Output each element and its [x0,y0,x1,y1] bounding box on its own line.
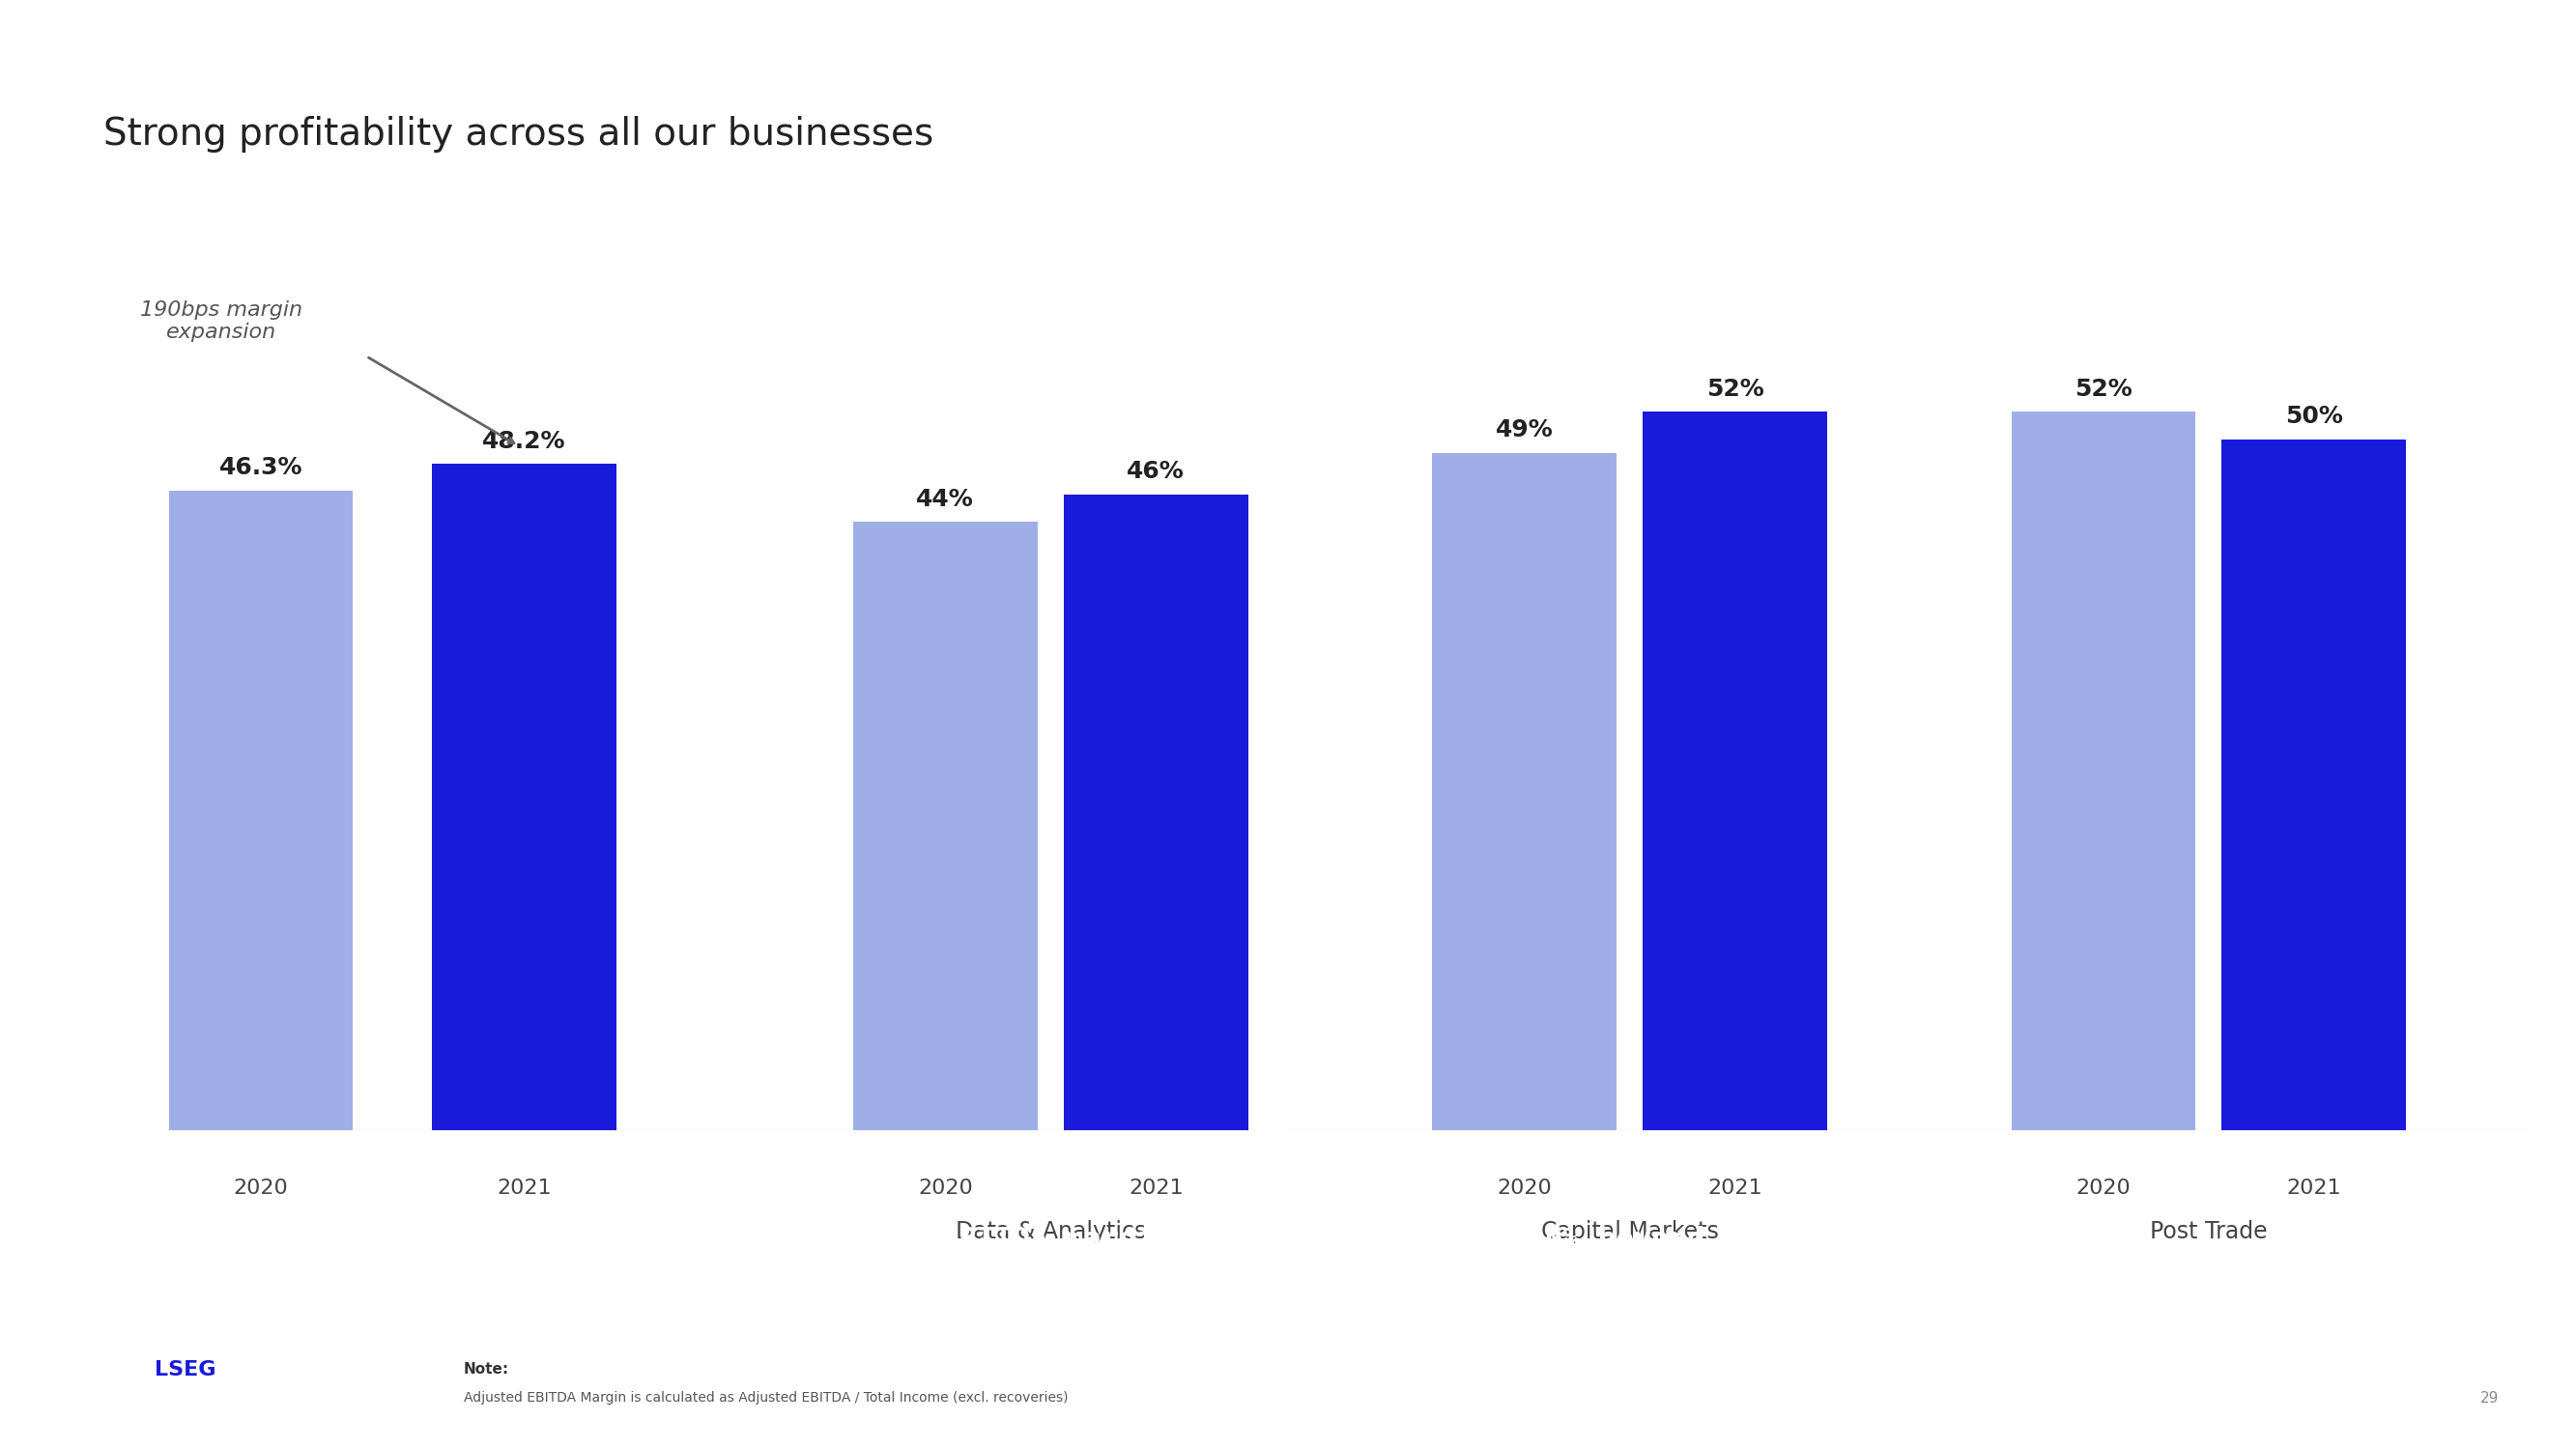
Text: 2021: 2021 [497,1178,551,1198]
Text: 2020: 2020 [2076,1178,2130,1198]
Text: Adjusted EBITDA Margin is calculated as Adjusted EBITDA / Total Income (excl. re: Adjusted EBITDA Margin is calculated as … [464,1391,1069,1404]
Text: 2020: 2020 [234,1178,289,1198]
Text: 46.3%: 46.3% [219,456,304,480]
Text: 2020: 2020 [917,1178,974,1198]
Bar [1064,494,1247,1130]
Text: 2021: 2021 [2287,1178,2342,1198]
Text: Capital Markets: Capital Markets [1540,1220,1718,1243]
Text: 2021: 2021 [1708,1178,1762,1198]
Text: 2020: 2020 [1497,1178,1551,1198]
Text: 52%: 52% [1705,377,1765,400]
Text: Note:: Note: [464,1362,510,1377]
Bar [433,464,616,1130]
Bar [1432,454,1618,1130]
Text: 29: 29 [2481,1391,2499,1406]
Bar [853,522,1038,1130]
Text: LSEG: LSEG [155,1359,216,1379]
Bar [2221,439,2406,1130]
Text: 44%: 44% [917,488,974,511]
Text: 52%: 52% [2074,377,2133,400]
Text: 48.2%: 48.2% [482,430,567,454]
Text: Post Trade: Post Trade [2151,1220,2267,1243]
Text: Strong profitability across all our businesses: Strong profitability across all our busi… [103,116,933,152]
Text: 50%: 50% [2285,404,2342,427]
Bar [1643,412,1826,1130]
Text: Data & Analytics: Data & Analytics [956,1220,1146,1243]
Text: 49%: 49% [1497,419,1553,442]
Bar [2012,412,2195,1130]
Text: Group EBITDA margin expected to exceed 50% beyond 2023: Group EBITDA margin expected to exceed 5… [835,1224,1793,1253]
Text: 190bps margin
expansion: 190bps margin expansion [139,301,304,342]
Bar [170,490,353,1130]
Text: 2021: 2021 [1128,1178,1182,1198]
Text: 46%: 46% [1126,461,1185,484]
